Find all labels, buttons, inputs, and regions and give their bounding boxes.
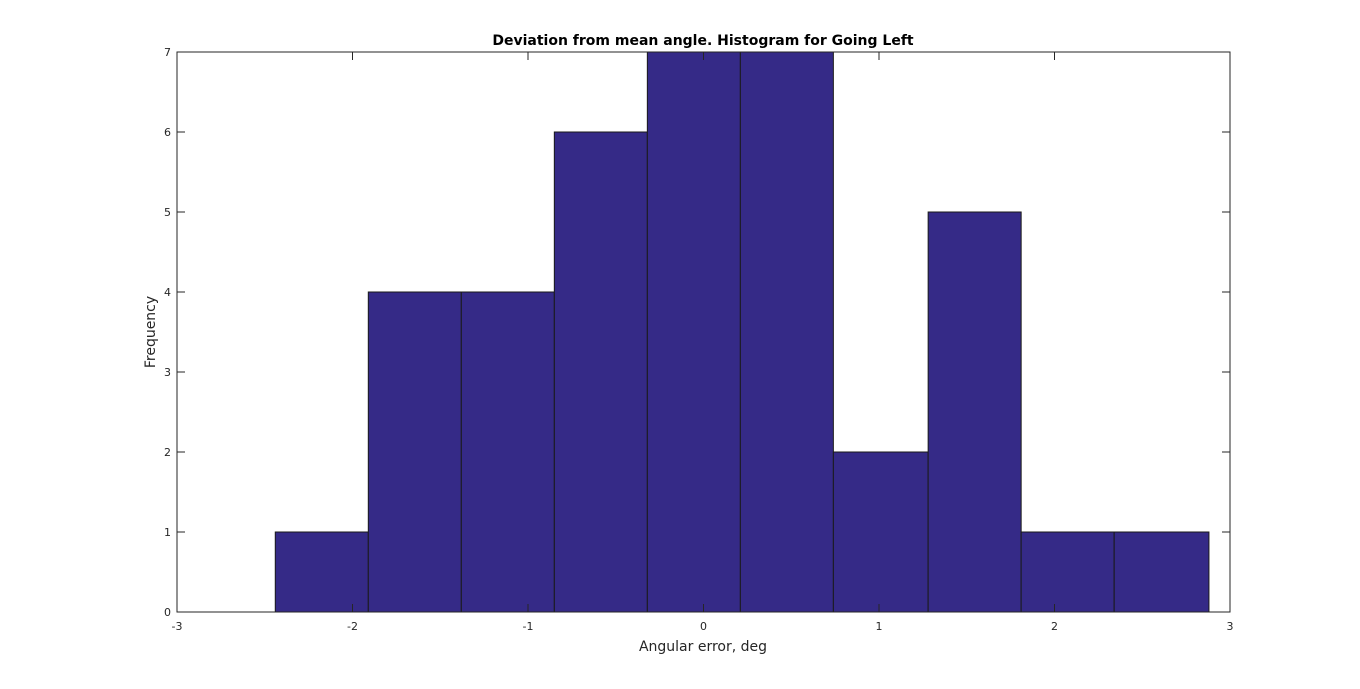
x-tick-label: -2 — [347, 620, 358, 633]
bars-group — [274, 51, 1210, 613]
ticks-group: -3 -2 -1 0 1 2 3 0 1 2 3 4 5 6 7 — [164, 46, 1234, 633]
x-tick-label: 3 — [1227, 620, 1234, 633]
y-tick-label: 7 — [164, 46, 171, 59]
y-axis-label: Frequency — [143, 296, 159, 368]
histogram-bar-8 — [927, 211, 1022, 613]
chart-title: Deviation from mean angle. Histogram for… — [492, 33, 914, 49]
y-tick-label: 3 — [164, 366, 171, 379]
x-tick-label: 0 — [700, 620, 707, 633]
y-tick-label: 2 — [164, 446, 171, 459]
histogram-bar-1 — [274, 531, 369, 613]
y-tick-label: 6 — [164, 126, 171, 139]
y-tick-label: 4 — [164, 286, 171, 299]
y-tick-label: 0 — [164, 606, 171, 619]
y-tick-label: 5 — [164, 206, 171, 219]
histogram-bar-3 — [460, 291, 555, 613]
x-tick-label: -1 — [523, 620, 534, 633]
x-axis-label: Angular error, deg — [639, 639, 767, 655]
y-tick-label: 1 — [164, 526, 171, 539]
histogram-bar-6 — [739, 51, 834, 613]
histogram-bar-7 — [832, 451, 929, 613]
histogram-bar-2 — [367, 291, 462, 613]
histogram-bar-9 — [1020, 531, 1115, 613]
x-tick-label: -3 — [172, 620, 183, 633]
histogram-bar-10 — [1113, 531, 1210, 613]
x-tick-label: 1 — [876, 620, 883, 633]
histogram-bar-5 — [646, 51, 741, 613]
histogram-bar-4 — [553, 131, 648, 613]
x-tick-label: 2 — [1051, 620, 1058, 633]
